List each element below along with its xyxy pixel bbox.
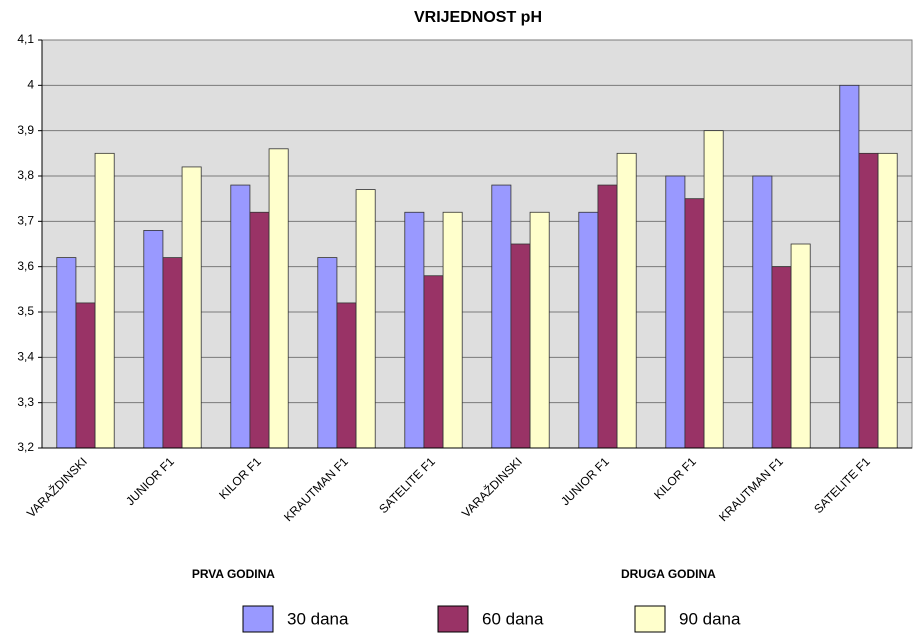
bar [317, 257, 338, 449]
legend-label: 30 dana [287, 609, 349, 628]
x-tick-label: SATELITE F1 [811, 454, 873, 516]
group-label: PRVA GODINA [192, 567, 275, 581]
bar [703, 130, 724, 449]
bar [404, 211, 425, 449]
legend-swatch [437, 605, 469, 633]
x-tick-label: KRAUTMAN F1 [716, 454, 786, 524]
bar [597, 184, 618, 449]
y-tick-label: 3,9 [17, 123, 34, 137]
x-tick-label: VARAŽDINSKI [458, 454, 525, 521]
y-tick-label: 3,5 [17, 304, 34, 318]
y-tick-label: 4 [27, 78, 34, 92]
bar [162, 257, 183, 449]
bar [268, 148, 289, 449]
group-label: DRUGA GODINA [621, 567, 716, 581]
bar [877, 152, 898, 449]
bar [56, 257, 77, 449]
x-tick-label: SATELITE F1 [376, 454, 438, 516]
x-tick-label: JUNIOR F1 [558, 454, 612, 508]
bar [684, 198, 705, 449]
x-tick-label: KRAUTMAN F1 [281, 454, 351, 524]
y-tick-label: 3,2 [17, 440, 34, 454]
legend-label: 90 dana [679, 609, 741, 628]
legend-swatch [634, 605, 666, 633]
y-tick-label: 3,3 [17, 395, 34, 409]
bar [665, 175, 686, 449]
y-tick-label: 3,8 [17, 168, 34, 182]
bar [336, 302, 357, 449]
bar [790, 243, 811, 449]
bar [442, 211, 463, 449]
bar [616, 152, 637, 449]
x-tick-label: VARAŽDINSKI [23, 454, 90, 521]
bar [249, 211, 270, 449]
bar [510, 243, 531, 449]
bar [752, 175, 773, 449]
y-tick-label: 3,6 [17, 259, 34, 273]
bar [181, 166, 202, 449]
chart-title: VRIJEDNOST pH [414, 9, 542, 26]
y-tick-label: 3,4 [17, 350, 34, 364]
bar [771, 266, 792, 449]
bar [491, 184, 512, 449]
bar [94, 152, 115, 449]
bar [858, 152, 879, 449]
legend-label: 60 dana [482, 609, 544, 628]
legend-swatch [242, 605, 274, 633]
bar [423, 275, 444, 449]
bar [143, 229, 164, 449]
x-tick-label: JUNIOR F1 [123, 454, 177, 508]
bar [230, 184, 251, 449]
x-tick-label: KILOR F1 [216, 454, 264, 502]
bar [529, 211, 550, 449]
y-tick-label: 3,7 [17, 214, 34, 228]
x-tick-label: KILOR F1 [651, 454, 699, 502]
y-tick-label: 4,1 [17, 32, 34, 46]
bar [578, 211, 599, 449]
bar [355, 189, 376, 449]
bar [839, 84, 860, 449]
bar [75, 302, 96, 449]
